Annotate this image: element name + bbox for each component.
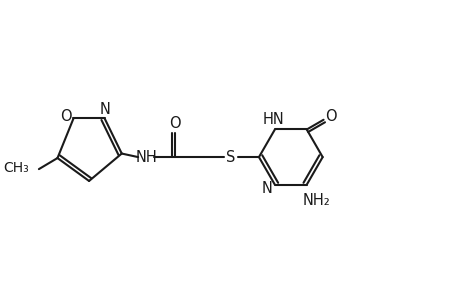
Text: O: O — [61, 109, 72, 124]
Text: HN: HN — [262, 112, 283, 127]
Text: O: O — [168, 116, 180, 131]
Text: NH₂: NH₂ — [302, 193, 330, 208]
Text: N: N — [100, 102, 111, 117]
Text: N: N — [261, 181, 272, 196]
Text: S: S — [226, 150, 235, 165]
Text: CH₃: CH₃ — [3, 161, 29, 175]
Text: NH: NH — [135, 150, 157, 165]
Text: O: O — [324, 109, 336, 124]
